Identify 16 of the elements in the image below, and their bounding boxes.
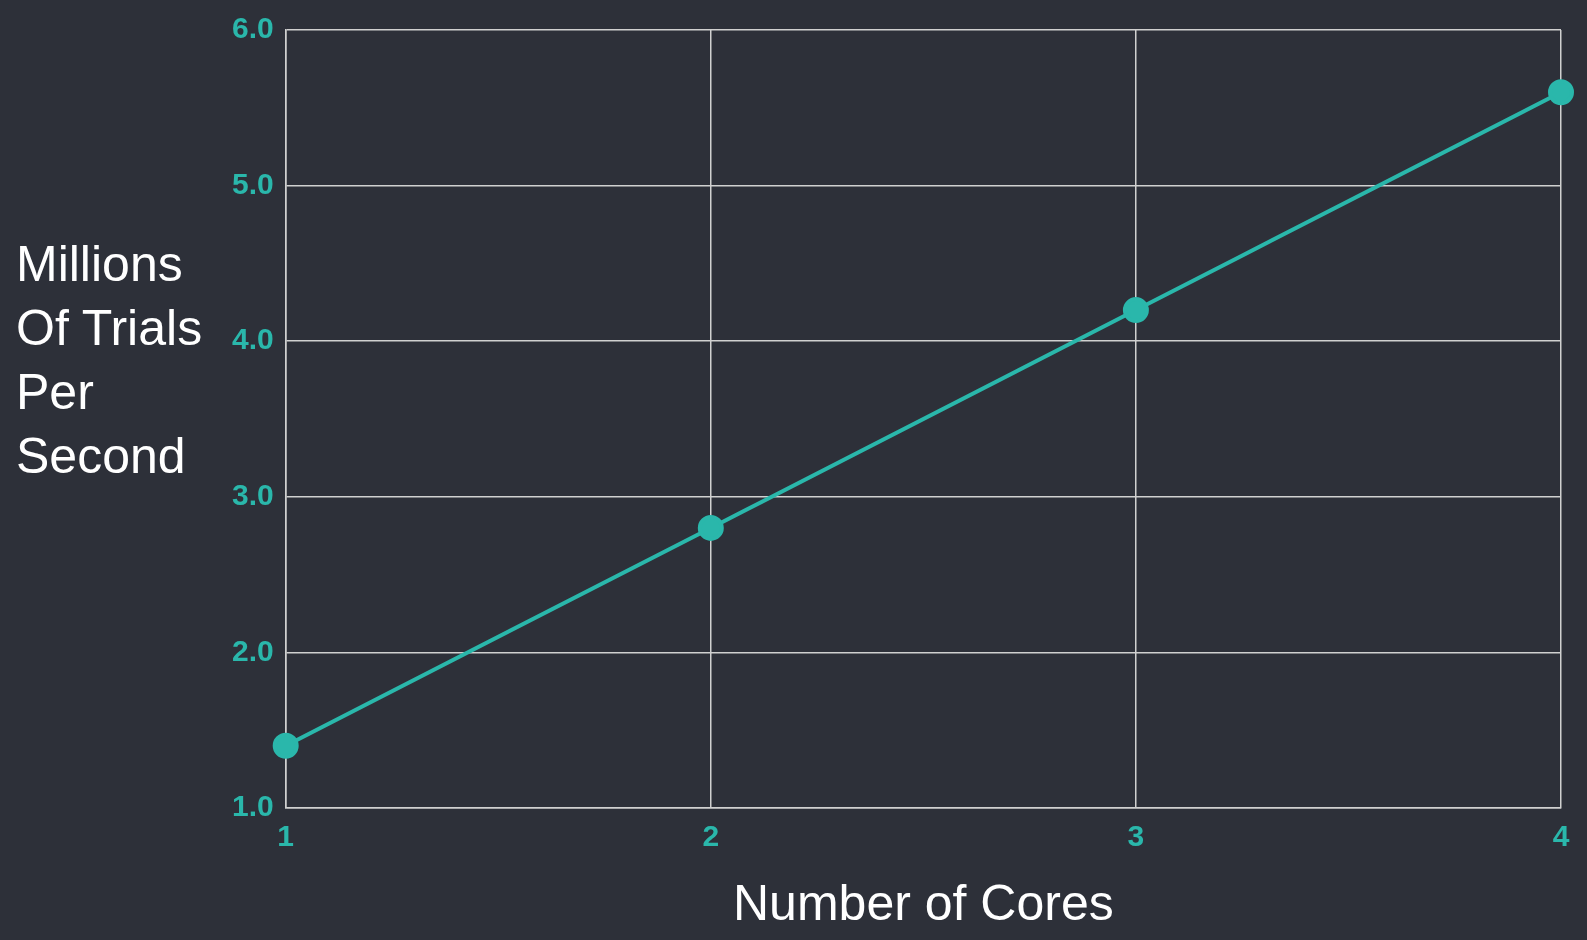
- x-tick-label: 1: [277, 819, 295, 853]
- point: [1122, 297, 1149, 324]
- x-axis-title: Number of Cores: [733, 874, 1114, 931]
- y-tick-label: 2.0: [231, 633, 274, 667]
- y-tick-label: 3.0: [231, 478, 274, 512]
- x-tick-label: 3: [1127, 819, 1145, 853]
- y-axis-title: Millions Of Trials Per Second: [16, 235, 204, 486]
- point: [1548, 79, 1574, 106]
- point: [272, 732, 299, 759]
- y-tick-label: 1.0: [231, 789, 274, 823]
- y-tick-label: 6.0: [231, 11, 274, 45]
- y-tick-label: 5.0: [231, 166, 274, 200]
- y-tick-label: 4.0: [231, 322, 274, 356]
- x-tick-label: 4: [1552, 819, 1570, 853]
- point: [697, 514, 724, 541]
- x-tick-label: 2: [702, 819, 720, 853]
